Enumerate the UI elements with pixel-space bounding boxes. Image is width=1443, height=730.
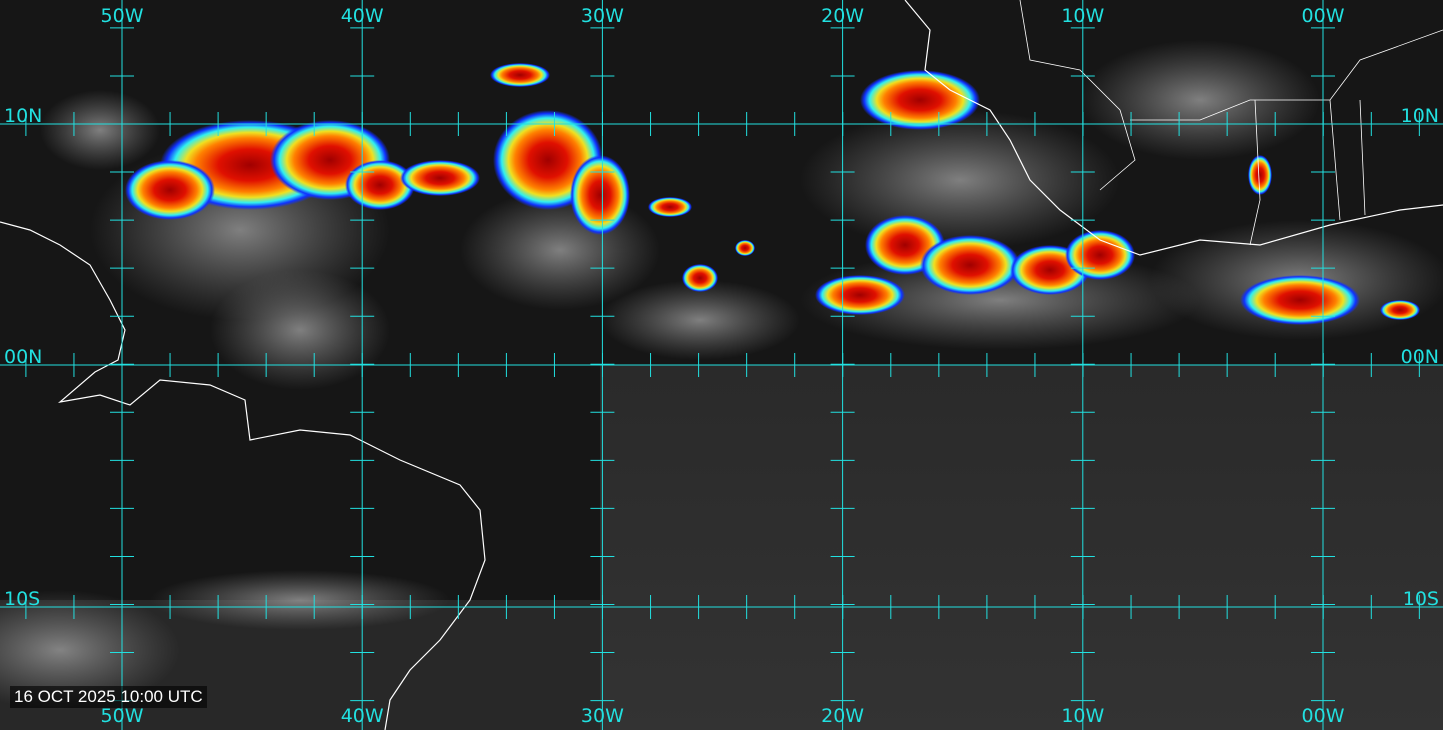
convective-cloud xyxy=(490,63,550,87)
convective-cloud xyxy=(1248,155,1272,195)
latitude-label: 10N xyxy=(1401,105,1439,127)
longitude-label: 00W xyxy=(1302,5,1345,27)
cloud xyxy=(0,590,180,710)
longitude-label: 20W xyxy=(821,705,864,727)
grid-labels: 50W 50W 40W 40W 30W 30W 20W 20W 10W 10W 00W 00W 10N 1… xyxy=(4,5,1439,727)
southern-cloud-field xyxy=(600,365,1443,730)
west-africa-coastline xyxy=(904,0,1443,256)
longitude-label: 40W xyxy=(341,705,384,727)
timestamp-label: 16 OCT 2025 10:00 UTC xyxy=(10,686,207,708)
convective-cloud xyxy=(815,275,905,315)
cloud xyxy=(600,280,800,360)
longitude-label: 50W xyxy=(101,705,144,727)
longitude-label: 30W xyxy=(581,5,624,27)
convective-cloud xyxy=(1380,300,1420,320)
longitude-label: 20W xyxy=(821,5,864,27)
latitude-label: 10S xyxy=(1403,588,1439,610)
convective-cloud xyxy=(125,160,215,220)
latitude-label: 10S xyxy=(4,588,40,610)
convection-layer xyxy=(125,63,1420,325)
longitude-label: 10W xyxy=(1061,705,1104,727)
cloud xyxy=(800,110,1120,250)
latitude-label: 10N xyxy=(4,105,42,127)
longitude-label: 30W xyxy=(581,705,624,727)
longitude-label: 00W xyxy=(1302,705,1345,727)
cloud xyxy=(150,570,450,630)
convective-cloud xyxy=(570,155,630,235)
cloud xyxy=(210,270,390,390)
latitude-label: 00N xyxy=(4,346,42,368)
convective-cloud xyxy=(400,160,480,196)
longitude-label: 40W xyxy=(341,5,384,27)
latitude-label: 00N xyxy=(1401,346,1439,368)
convective-cloud xyxy=(920,235,1020,295)
south-america-coastline xyxy=(0,221,486,730)
convective-cloud xyxy=(682,264,718,292)
convective-cloud xyxy=(860,70,980,130)
longitude-label: 10W xyxy=(1061,5,1104,27)
cloud xyxy=(40,90,160,170)
convective-cloud xyxy=(735,240,755,256)
cloud-layer xyxy=(0,40,1443,710)
convective-cloud xyxy=(1065,230,1135,280)
longitude-label: 50W xyxy=(101,5,144,27)
convective-cloud xyxy=(648,197,692,217)
convective-cloud xyxy=(1240,275,1360,325)
cloud xyxy=(1080,40,1320,160)
country-borders xyxy=(1019,0,1443,246)
